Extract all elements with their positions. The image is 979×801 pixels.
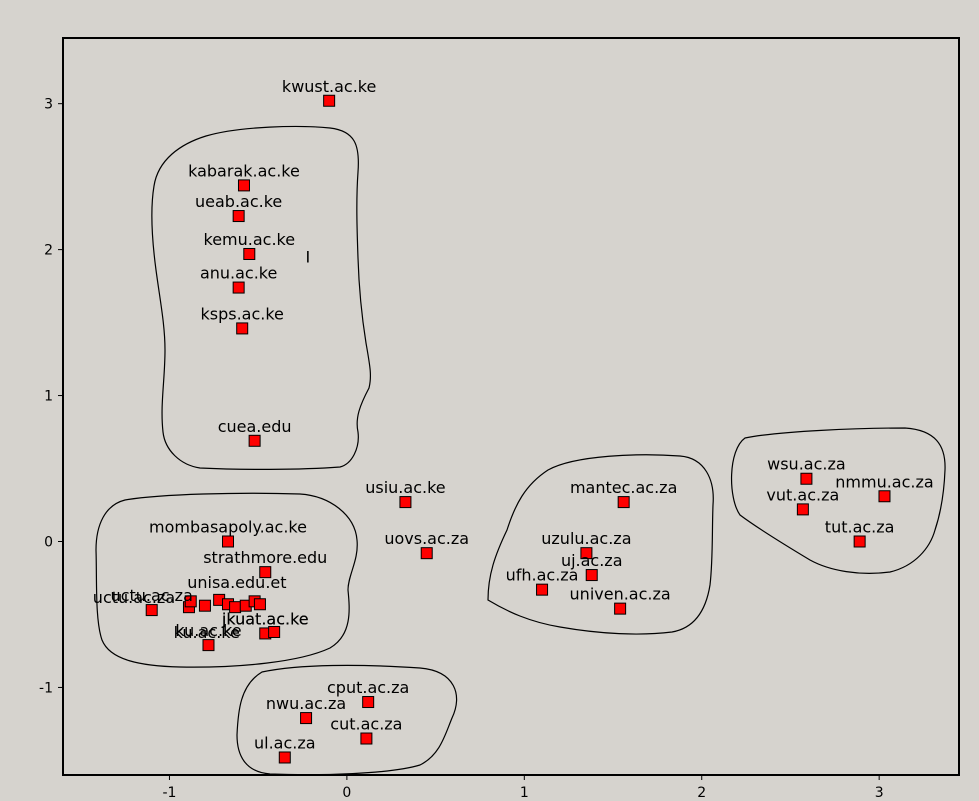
data-point-label: cput.ac.za [327, 678, 409, 697]
data-point-marker [248, 434, 261, 447]
data-point-marker [198, 599, 211, 612]
data-point-label: jkuat.ac.ke [221, 609, 309, 628]
data-point-label: ufh.ac.za [506, 566, 579, 585]
data-point-label: anu.ac.ke [200, 264, 277, 283]
data-point-label: cut.ac.za [330, 715, 402, 734]
data-point-label: mantec.ac.za [570, 478, 677, 497]
data-point-marker [202, 639, 215, 652]
data-point-marker [614, 602, 627, 615]
x-tick-label: 1 [520, 785, 529, 801]
data-point-marker [536, 583, 549, 596]
data-point-marker [259, 566, 272, 579]
y-tick-label: 3 [44, 97, 53, 113]
y-tick-label: 0 [44, 534, 53, 550]
annotation-label: I [305, 248, 310, 267]
data-point-marker [232, 210, 245, 223]
y-tick-label: 2 [44, 243, 53, 259]
data-point-marker [237, 179, 250, 192]
data-point-label: nmmu.ac.za [835, 472, 933, 491]
data-point-marker [796, 503, 809, 516]
data-point-label: ul.ac.za [254, 733, 316, 752]
y-tick-label: -1 [39, 680, 53, 696]
axes: -1 0 1 2 3 -1 0 1 2 3 [39, 97, 884, 801]
data-point-marker [243, 247, 256, 260]
data-point-label: ueab.ac.ke [195, 192, 282, 211]
cluster-outline-kenya-bottom [95, 492, 358, 668]
data-markers [145, 94, 891, 764]
data-point-marker [420, 547, 433, 560]
cluster-outline-southafrica-right [731, 427, 946, 574]
data-point-marker [800, 472, 813, 485]
data-point-marker [580, 547, 593, 560]
data-point-marker [878, 490, 891, 503]
data-point-marker [853, 535, 866, 548]
data-point-marker [222, 535, 235, 548]
annotation-label: unisa.edu.et [187, 573, 286, 592]
data-point-marker [253, 598, 266, 611]
data-point-label: kabarak.ac.ke [188, 161, 300, 180]
data-point-marker [232, 281, 245, 294]
data-point-label: ksps.ac.ke [200, 304, 283, 323]
data-point-label: strathmore.edu [203, 548, 327, 567]
data-point-label: uovs.ac.za [384, 529, 469, 548]
annotation-label: uctu.ac.za [93, 588, 175, 607]
x-tick-label: 2 [697, 785, 706, 801]
plot-frame [62, 37, 960, 776]
data-point-label: ku.ac.ke [175, 621, 241, 640]
data-point-label: kwust.ac.ke [282, 77, 376, 96]
x-tick-label: -1 [162, 785, 176, 801]
data-point-marker [278, 751, 291, 764]
x-tick-label: 3 [875, 785, 884, 801]
data-point-marker [268, 625, 281, 638]
data-point-marker [399, 496, 412, 509]
data-point-label: uzulu.ac.za [541, 529, 631, 548]
data-point-marker [145, 604, 158, 617]
data-point-label: kemu.ac.ke [204, 230, 296, 249]
data-point-label: mombasapoly.ac.ke [149, 517, 307, 536]
cluster-outline-southafrica-middle [487, 454, 714, 635]
data-point-marker [236, 322, 249, 335]
y-tick-label: 1 [44, 389, 53, 405]
point-labels: kwust.ac.ke kabarak.ac.ke ueab.ac.ke kemu.a… [93, 77, 934, 753]
data-point-marker [585, 569, 598, 582]
data-point-label: uj.ac.za [561, 551, 623, 570]
data-point-label: tut.ac.za [825, 517, 895, 536]
data-point-label: univen.ac.za [570, 585, 671, 604]
data-point-label: wsu.ac.za [767, 455, 846, 474]
data-point-label: usiu.ac.ke [365, 478, 445, 497]
x-tick-label: 0 [342, 785, 351, 801]
data-point-label: cuea.edu [218, 417, 292, 436]
cluster-outline-southafrica-bottom [236, 664, 458, 776]
data-point-marker [300, 712, 313, 725]
data-point-marker [617, 496, 630, 509]
cluster-outlines [95, 125, 946, 776]
data-point-label: vut.ac.za [766, 485, 839, 504]
data-point-label: uctu.ac.za [111, 586, 193, 605]
data-point-marker [323, 94, 336, 107]
data-point-marker [184, 595, 197, 608]
data-point-marker [362, 696, 375, 709]
annotation-label: jkuat.ac.ke [221, 610, 309, 629]
data-point-label: nwu.ac.za [266, 694, 346, 713]
data-point-marker [360, 732, 373, 745]
annotation-label: ku.ac.ke [174, 623, 240, 642]
cluster-outline-kenya-top [151, 125, 372, 470]
